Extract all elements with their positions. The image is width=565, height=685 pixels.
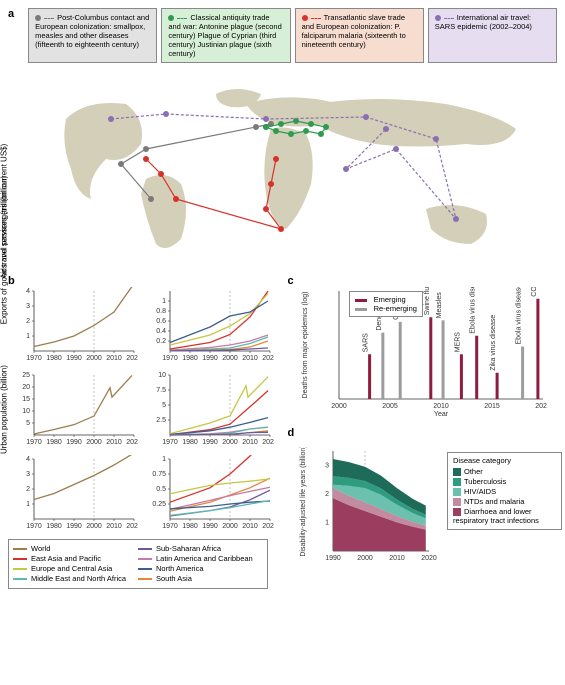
svg-text:3: 3 [326, 462, 330, 469]
svg-text:2020: 2020 [126, 355, 138, 362]
panel-c-label: c [287, 275, 557, 287]
svg-text:1990: 1990 [326, 555, 342, 562]
svg-text:Ebola virus disease: Ebola virus disease [470, 287, 477, 334]
panel-c-legend: Emerging Re-emerging [349, 291, 422, 317]
svg-text:0.75: 0.75 [152, 471, 166, 478]
svg-text:1: 1 [26, 501, 30, 508]
svg-text:1: 1 [162, 298, 166, 305]
svg-text:2010: 2010 [106, 523, 122, 530]
svg-text:1970: 1970 [26, 439, 42, 446]
svg-text:0.2: 0.2 [156, 338, 166, 345]
svg-text:5: 5 [26, 420, 30, 427]
svg-text:2015: 2015 [485, 403, 501, 410]
svg-text:1980: 1980 [46, 523, 62, 530]
panel-d-legend: Disease categoryOtherTuberculosisHIV/AID… [447, 452, 562, 530]
svg-text:3: 3 [26, 303, 30, 310]
svg-text:2020: 2020 [262, 355, 274, 362]
svg-text:2010: 2010 [106, 355, 122, 362]
svg-text:1990: 1990 [202, 355, 218, 362]
svg-text:2: 2 [26, 486, 30, 493]
svg-text:10: 10 [22, 408, 30, 415]
svg-text:Ebola virus disease: Ebola virus disease [516, 287, 523, 345]
svg-text:0.5: 0.5 [156, 486, 166, 493]
panel-d-label: d [287, 427, 557, 439]
svg-text:0.4: 0.4 [156, 328, 166, 335]
svg-text:15: 15 [22, 396, 30, 403]
svg-text:1: 1 [326, 519, 330, 526]
svg-text:2000: 2000 [222, 523, 238, 530]
svg-text:1970: 1970 [162, 439, 178, 446]
svg-text:1980: 1980 [182, 439, 198, 446]
svg-text:1990: 1990 [202, 523, 218, 530]
svg-text:1980: 1980 [182, 355, 198, 362]
svg-text:2000: 2000 [332, 403, 348, 410]
svg-text:2010: 2010 [106, 439, 122, 446]
svg-text:2: 2 [26, 318, 30, 325]
panel-a-label: a [8, 8, 14, 69]
svg-text:3: 3 [26, 471, 30, 478]
svg-text:1980: 1980 [46, 439, 62, 446]
svg-text:1: 1 [162, 456, 166, 463]
svg-text:2020: 2020 [126, 439, 138, 446]
svg-text:Measles: Measles [437, 292, 444, 319]
svg-text:1990: 1990 [66, 523, 82, 530]
svg-text:5: 5 [162, 402, 166, 409]
svg-text:1970: 1970 [26, 523, 42, 530]
svg-text:Deaths from major epidemics (l: Deaths from major epidemics (log) [302, 292, 309, 399]
svg-text:4: 4 [26, 456, 30, 463]
svg-text:1970: 1970 [26, 355, 42, 362]
svg-text:MERS: MERS [455, 332, 462, 353]
svg-text:2000: 2000 [86, 523, 102, 530]
svg-text:0.6: 0.6 [156, 318, 166, 325]
svg-text:2010: 2010 [242, 523, 258, 530]
svg-text:2020: 2020 [126, 523, 138, 530]
svg-text:Disability-adjusted life years: Disability-adjusted life years (billion) [300, 447, 307, 557]
svg-text:4: 4 [26, 288, 30, 295]
svg-text:0.25: 0.25 [152, 501, 166, 508]
panel-c-chart: 2000 2005 2010 2015 2020 Year Deaths from majo… [297, 287, 557, 419]
svg-text:1990: 1990 [202, 439, 218, 446]
panel-d-chart: 1990 2000 2010 2020 1 2 3 Disability-adjusted l… [297, 447, 557, 569]
svg-text:Year: Year [434, 411, 449, 417]
world-map [16, 69, 556, 269]
svg-text:2010: 2010 [242, 439, 258, 446]
svg-text:2020: 2020 [262, 523, 274, 530]
svg-text:2005: 2005 [383, 403, 399, 410]
svg-text:1970: 1970 [162, 523, 178, 530]
svg-text:25: 25 [22, 372, 30, 379]
svg-text:2000: 2000 [86, 355, 102, 362]
panel-a-legend: Post-Columbus contact and European colon… [28, 8, 557, 63]
svg-text:2010: 2010 [242, 355, 258, 362]
panel-b-legend: WorldEast Asia and PacificEurope and Cen… [8, 539, 268, 589]
svg-text:2000: 2000 [222, 355, 238, 362]
svg-text:Swine flu: Swine flu [424, 287, 431, 315]
svg-text:1980: 1980 [182, 523, 198, 530]
svg-text:20: 20 [22, 384, 30, 391]
svg-text:0.8: 0.8 [156, 308, 166, 315]
svg-text:1: 1 [26, 333, 30, 340]
svg-text:2000: 2000 [222, 439, 238, 446]
svg-text:2000: 2000 [358, 555, 374, 562]
svg-text:7.5: 7.5 [156, 387, 166, 394]
svg-text:2020: 2020 [536, 403, 548, 410]
svg-text:2010: 2010 [390, 555, 406, 562]
panel-b-label: b [8, 275, 287, 287]
svg-text:1980: 1980 [46, 355, 62, 362]
svg-text:Zika virus disease: Zika virus disease [491, 315, 498, 371]
svg-text:COVID-19: COVID-19 [531, 287, 538, 297]
svg-text:10: 10 [158, 372, 166, 379]
svg-text:2: 2 [326, 491, 330, 498]
svg-text:2000: 2000 [86, 439, 102, 446]
svg-text:2010: 2010 [434, 403, 450, 410]
svg-text:2020: 2020 [262, 439, 274, 446]
svg-text:2020: 2020 [422, 555, 438, 562]
svg-text:1990: 1990 [66, 439, 82, 446]
svg-text:2.5: 2.5 [156, 417, 166, 424]
svg-text:SARS: SARS [363, 333, 370, 352]
svg-text:1970: 1970 [162, 355, 178, 362]
svg-text:1990: 1990 [66, 355, 82, 362]
